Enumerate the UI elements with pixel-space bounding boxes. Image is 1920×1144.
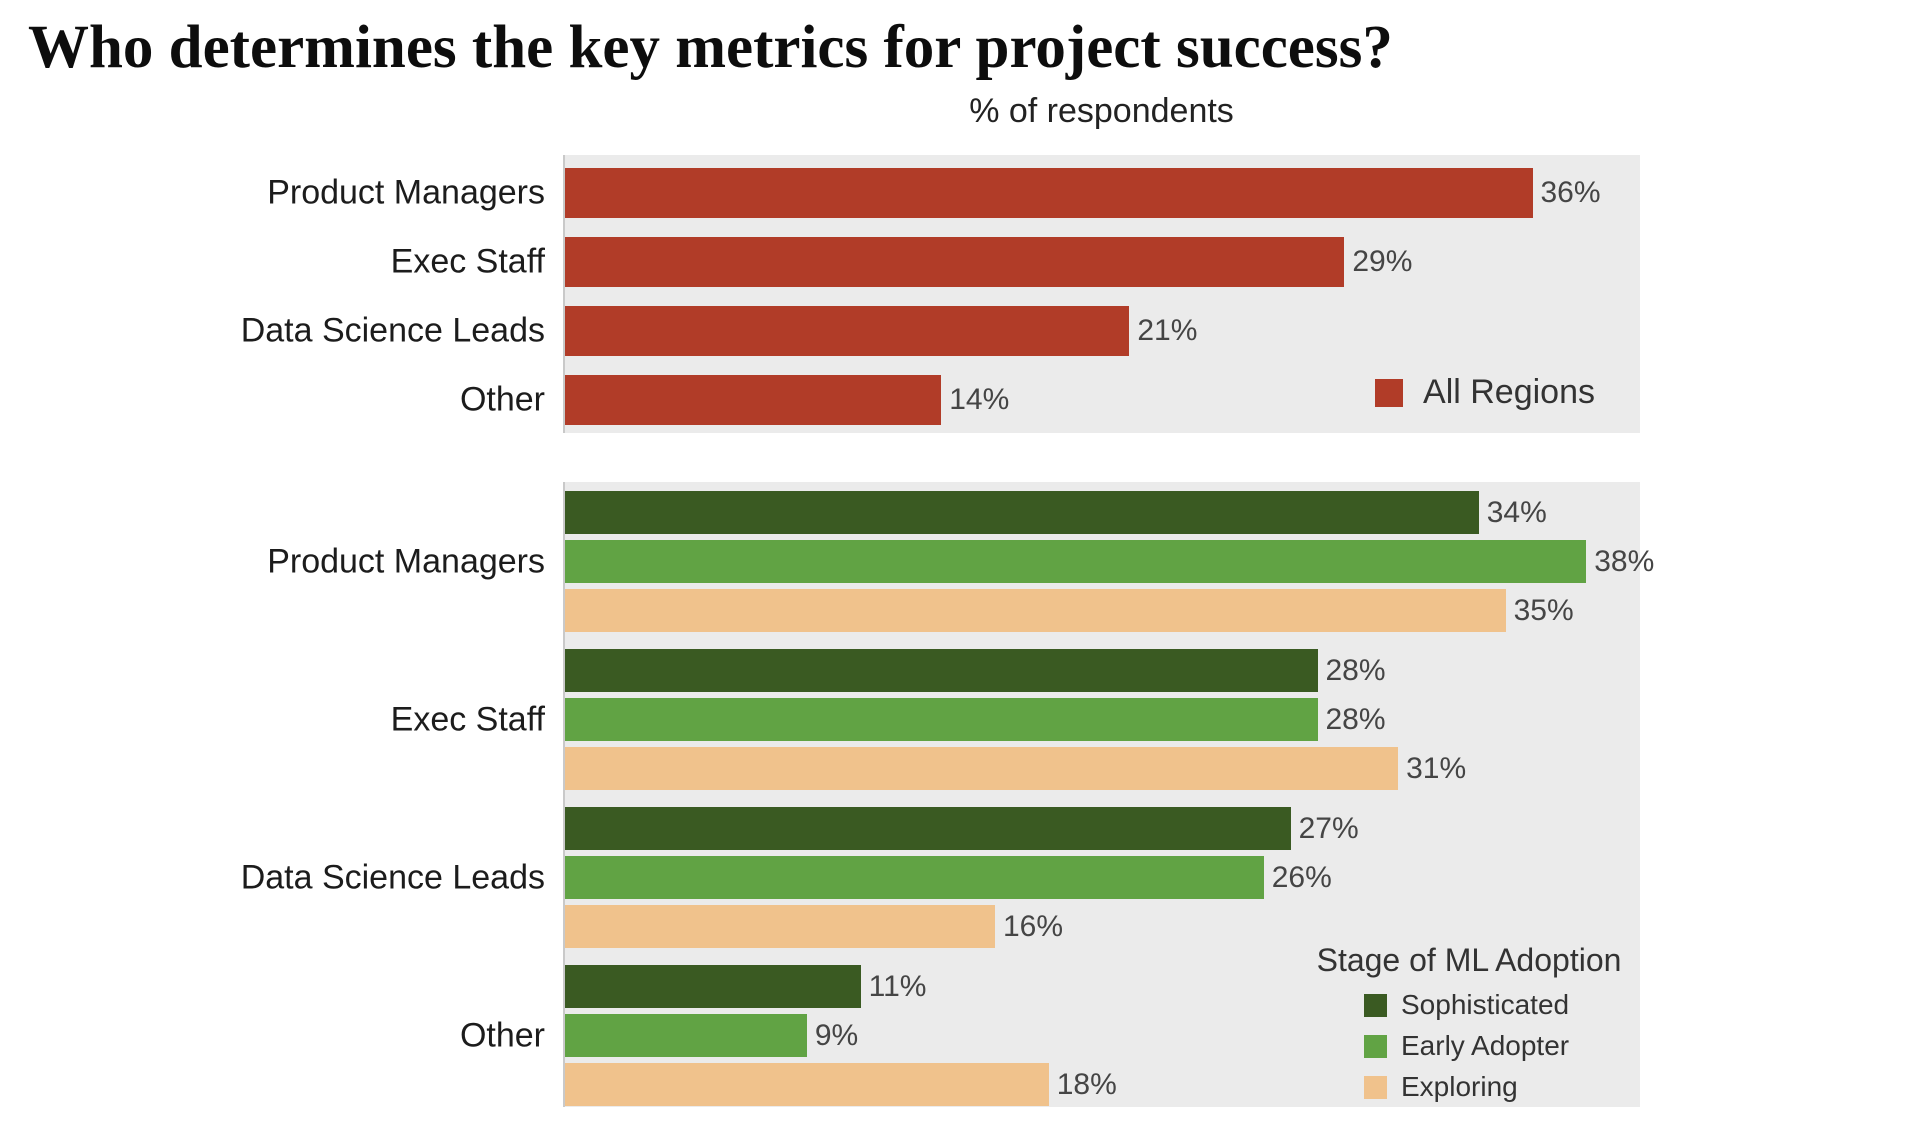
bar-value-label: 26% <box>1271 860 1332 894</box>
bar-all-regions <box>565 375 942 425</box>
bar-value-label: 11% <box>868 969 927 1003</box>
exploring-swatch <box>1364 1075 1387 1099</box>
bar-value-label: 35% <box>1513 593 1574 627</box>
stage-chart-plot-area: Stage of ML Adoption Sophisticated Early … <box>563 482 1654 1107</box>
bar-early-adopter <box>565 1014 807 1057</box>
category-label: Data Science Leads <box>240 311 545 350</box>
legend-entry-early-adopter: Early Adopter <box>1364 1030 1634 1062</box>
category-label: Product Managers <box>267 542 545 580</box>
bar-all-regions <box>565 237 1345 287</box>
legend-entry-label: Early Adopter <box>1401 1030 1570 1061</box>
bar-exploring <box>565 589 1506 632</box>
category-label: Other <box>459 380 545 419</box>
bar-all-regions <box>565 168 1533 218</box>
bar-value-label: 34% <box>1486 495 1547 529</box>
legend-stage-of-ml-adoption: Stage of ML Adoption Sophisticated Early … <box>1304 942 1634 1103</box>
bar-value-label: 21% <box>1137 314 1198 347</box>
bar-value-label: 9% <box>814 1018 859 1052</box>
early-adopter-swatch <box>1364 1034 1387 1058</box>
bar-sophisticated <box>565 807 1291 850</box>
bar-early-adopter <box>565 540 1587 583</box>
stage-chart-category-labels: Product Managers Exec Staff Data Science L… <box>0 482 563 1107</box>
bar-early-adopter <box>565 856 1264 899</box>
bar-sophisticated <box>565 491 1479 534</box>
all-regions-plot-area: All Regions 36% 29% 21% 14% <box>563 155 1640 433</box>
page-title: Who determines the key metrics for proje… <box>28 14 1393 81</box>
bar-value-label: 36% <box>1540 176 1601 209</box>
category-label: Exec Staff <box>390 242 545 281</box>
bar-value-label: 31% <box>1406 751 1467 785</box>
all-regions-category-labels: Product Managers Exec Staff Data Science L… <box>0 155 563 433</box>
bar-all-regions <box>565 306 1130 356</box>
bar-value-label: 18% <box>1056 1067 1117 1101</box>
all-regions-swatch <box>1375 378 1404 407</box>
bar-exploring <box>565 1063 1049 1106</box>
bar-sophisticated <box>565 965 861 1008</box>
bar-value-label: 14% <box>949 383 1010 416</box>
legend-all-regions: All Regions <box>1375 373 1595 412</box>
legend-entry-exploring: Exploring <box>1364 1071 1634 1103</box>
category-label: Other <box>459 1016 545 1054</box>
bar-value-label: 16% <box>1003 909 1064 943</box>
legend-entry-label: Exploring <box>1401 1071 1518 1102</box>
bar-value-label: 29% <box>1352 245 1413 278</box>
bar-value-label: 27% <box>1298 811 1359 845</box>
bar-early-adopter <box>565 698 1318 741</box>
bar-value-label: 38% <box>1594 544 1655 578</box>
category-label: Exec Staff <box>390 700 545 738</box>
bar-value-label: 28% <box>1325 653 1386 687</box>
category-label: Product Managers <box>267 173 545 212</box>
chart-subtitle: % of respondents <box>969 92 1234 130</box>
legend-title: Stage of ML Adoption <box>1316 942 1622 978</box>
legend-items: Sophisticated Early Adopter Exploring <box>1304 989 1634 1103</box>
category-label: Data Science Leads <box>240 858 545 896</box>
bar-sophisticated <box>565 649 1318 692</box>
legend-entry-label: Sophisticated <box>1401 989 1570 1020</box>
bar-value-label: 28% <box>1325 702 1386 736</box>
bar-exploring <box>565 905 995 948</box>
sophisticated-swatch <box>1364 993 1387 1017</box>
bar-exploring <box>565 747 1399 790</box>
legend-entry-sophisticated: Sophisticated <box>1364 989 1634 1021</box>
all-regions-legend-label: All Regions <box>1423 373 1595 411</box>
